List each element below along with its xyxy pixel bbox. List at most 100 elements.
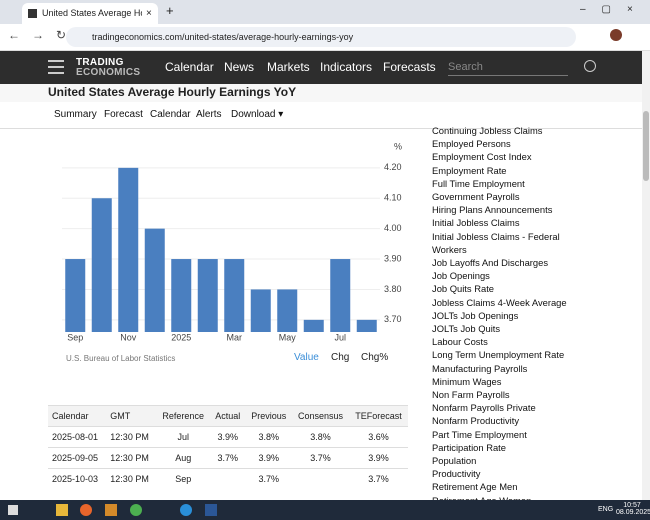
bar (224, 259, 245, 332)
menu-item[interactable]: News (224, 60, 255, 74)
bar (303, 319, 324, 332)
related-link[interactable]: Part Time Employment (432, 428, 527, 440)
close-tab[interactable]: × (146, 8, 152, 19)
source: U.S. Bureau of Labor Statistics (66, 354, 176, 363)
sub-tab[interactable]: Summary (54, 109, 97, 120)
bar (250, 289, 271, 332)
table-cell: Sep (156, 468, 210, 489)
app-icon[interactable] (56, 504, 68, 516)
menu-item[interactable]: Calendar (165, 60, 214, 74)
app-icon[interactable] (130, 504, 142, 516)
related-link[interactable]: Initial Jobless Claims (432, 217, 520, 229)
menu-item[interactable]: Markets (267, 60, 310, 74)
start[interactable] (8, 505, 18, 515)
app-icon[interactable] (80, 504, 92, 516)
y-axis-label: % (394, 141, 402, 151)
related-link[interactable]: Labour Costs (432, 336, 488, 348)
table-cell: 2025-08-01 (48, 426, 107, 448)
related-link[interactable]: Participation Rate (432, 441, 506, 453)
related-link[interactable]: Continuing Jobless Claims (432, 125, 543, 136)
x-tick-label: Jul (334, 332, 346, 342)
scrollbar[interactable] (642, 51, 650, 500)
related-link[interactable]: Hiring Plans Announcements (432, 204, 553, 216)
profile[interactable] (610, 29, 622, 41)
y-tick-label: 3.80 (384, 284, 402, 294)
time: 10:57 (623, 502, 641, 509)
related-link[interactable]: Employment Cost Index (432, 151, 532, 163)
table-cell: 3.9% (349, 447, 408, 469)
bar (91, 198, 112, 332)
table-cell: Aug (156, 447, 210, 469)
app-icon[interactable] (205, 504, 217, 516)
table-cell: 3.7% (291, 447, 350, 469)
bar (65, 259, 86, 332)
logo[interactable]: TRADING ECONOMICS (76, 58, 140, 78)
related-link[interactable]: Productivity (432, 468, 481, 480)
mode-button[interactable]: Value (294, 352, 319, 363)
table-cell: 12:30 PM (106, 426, 157, 448)
page-title: United States Average Hourly Earnings Yo… (48, 85, 297, 99)
related-link[interactable]: JOLTs Job Quits (432, 323, 501, 335)
sub-nav: Summary Forecast Calendar Alerts Download ▾ (0, 102, 642, 129)
related-link[interactable]: JOLTs Job Openings (432, 309, 519, 321)
mode-button[interactable]: Chg% (361, 352, 389, 363)
related-link[interactable]: Job Quits Rate (432, 283, 495, 295)
related-link[interactable]: Employment Rate (432, 164, 507, 176)
x-tick-label: Mar (227, 332, 243, 342)
related-link[interactable]: Job Openings (432, 270, 490, 282)
related-link[interactable]: Government Payrolls (432, 191, 520, 203)
related-link[interactable]: Initial Jobless Claims - Federal Workers (432, 230, 560, 255)
related-link[interactable]: Retirement Age Women (432, 494, 592, 500)
column-header: GMT (106, 405, 157, 427)
sub-tab[interactable]: Forecast (104, 109, 143, 120)
related-link[interactable]: Manufacturing Payrolls (432, 362, 528, 374)
x-tick-label: Nov (120, 332, 137, 342)
bar (356, 319, 377, 332)
y-tick-label: 4.00 (384, 223, 402, 233)
y-tick-label: 3.70 (384, 314, 402, 324)
related-link[interactable]: Retirement Age Men (432, 481, 518, 493)
related-link[interactable]: Minimum Wages (432, 375, 502, 387)
related-link[interactable]: Full Time Employment (432, 177, 525, 189)
tab-title: United States Average Hourly Earn (42, 8, 142, 18)
related-link[interactable]: Jobless Claims 4-Week Average (432, 296, 567, 308)
user-icon[interactable] (584, 60, 596, 72)
related-link[interactable]: Nonfarm Payrolls Private (432, 402, 536, 414)
taskbar: ENG 10:57 08.09.2025 (0, 500, 650, 520)
clock: 10:57 08.09.2025 (616, 502, 650, 516)
menu-item[interactable]: Forecasts (383, 60, 436, 74)
tab[interactable]: United States Average Hourly Earn × (22, 3, 158, 24)
nav-buttons[interactable]: ←→↻ (8, 28, 79, 42)
sub-tab[interactable]: Calendar (150, 109, 191, 120)
related-link[interactable]: Nonfarm Productivity (432, 415, 520, 427)
app-icon[interactable] (105, 504, 117, 516)
app-icon[interactable] (180, 504, 192, 516)
new-tab[interactable]: + (166, 3, 174, 18)
bar (171, 259, 192, 332)
url-box[interactable]: tradingeconomics.com/united-states/avera… (66, 27, 576, 47)
column-header: TEForecast (349, 405, 408, 427)
date: 08.09.2025 (616, 509, 650, 516)
related-link[interactable]: Long Term Unemployment Rate (432, 349, 565, 361)
x-tick-label: May (279, 332, 297, 342)
column-header: Calendar (48, 405, 107, 427)
related-link[interactable]: Employed Persons (432, 138, 511, 150)
table-cell: 3.7% (349, 468, 408, 489)
chart: % 3.70 3.80 3.90 4.00 4.10 4.20 Sep Nov 2025 Mar Ma… (62, 141, 402, 342)
related-link[interactable]: Population (432, 455, 477, 467)
sub-tab[interactable]: Download ▾ (231, 109, 284, 120)
mode-button[interactable]: Chg (331, 352, 350, 363)
related-link[interactable]: Job Layoffs And Discharges (432, 257, 549, 269)
table-row: 2025-09-05 12:30 PM Aug 3.7% 3.9% 3.7% 3.9% (48, 447, 408, 469)
window-controls[interactable]: –▢× (580, 4, 649, 15)
header-row: Calendar GMT Reference Actual Previous Consen… (48, 405, 408, 427)
hamburger[interactable] (48, 60, 64, 74)
table-cell: 2025-10-03 (48, 468, 107, 489)
y-tick-label: 4.10 (384, 193, 402, 203)
menu-item[interactable]: Indicators (320, 60, 373, 74)
search[interactable]: Search (448, 59, 568, 76)
x-tick-label: 2025 (171, 332, 191, 342)
related-link[interactable]: Non Farm Payrolls (432, 389, 510, 401)
sub-tab[interactable]: Alerts (196, 109, 222, 120)
